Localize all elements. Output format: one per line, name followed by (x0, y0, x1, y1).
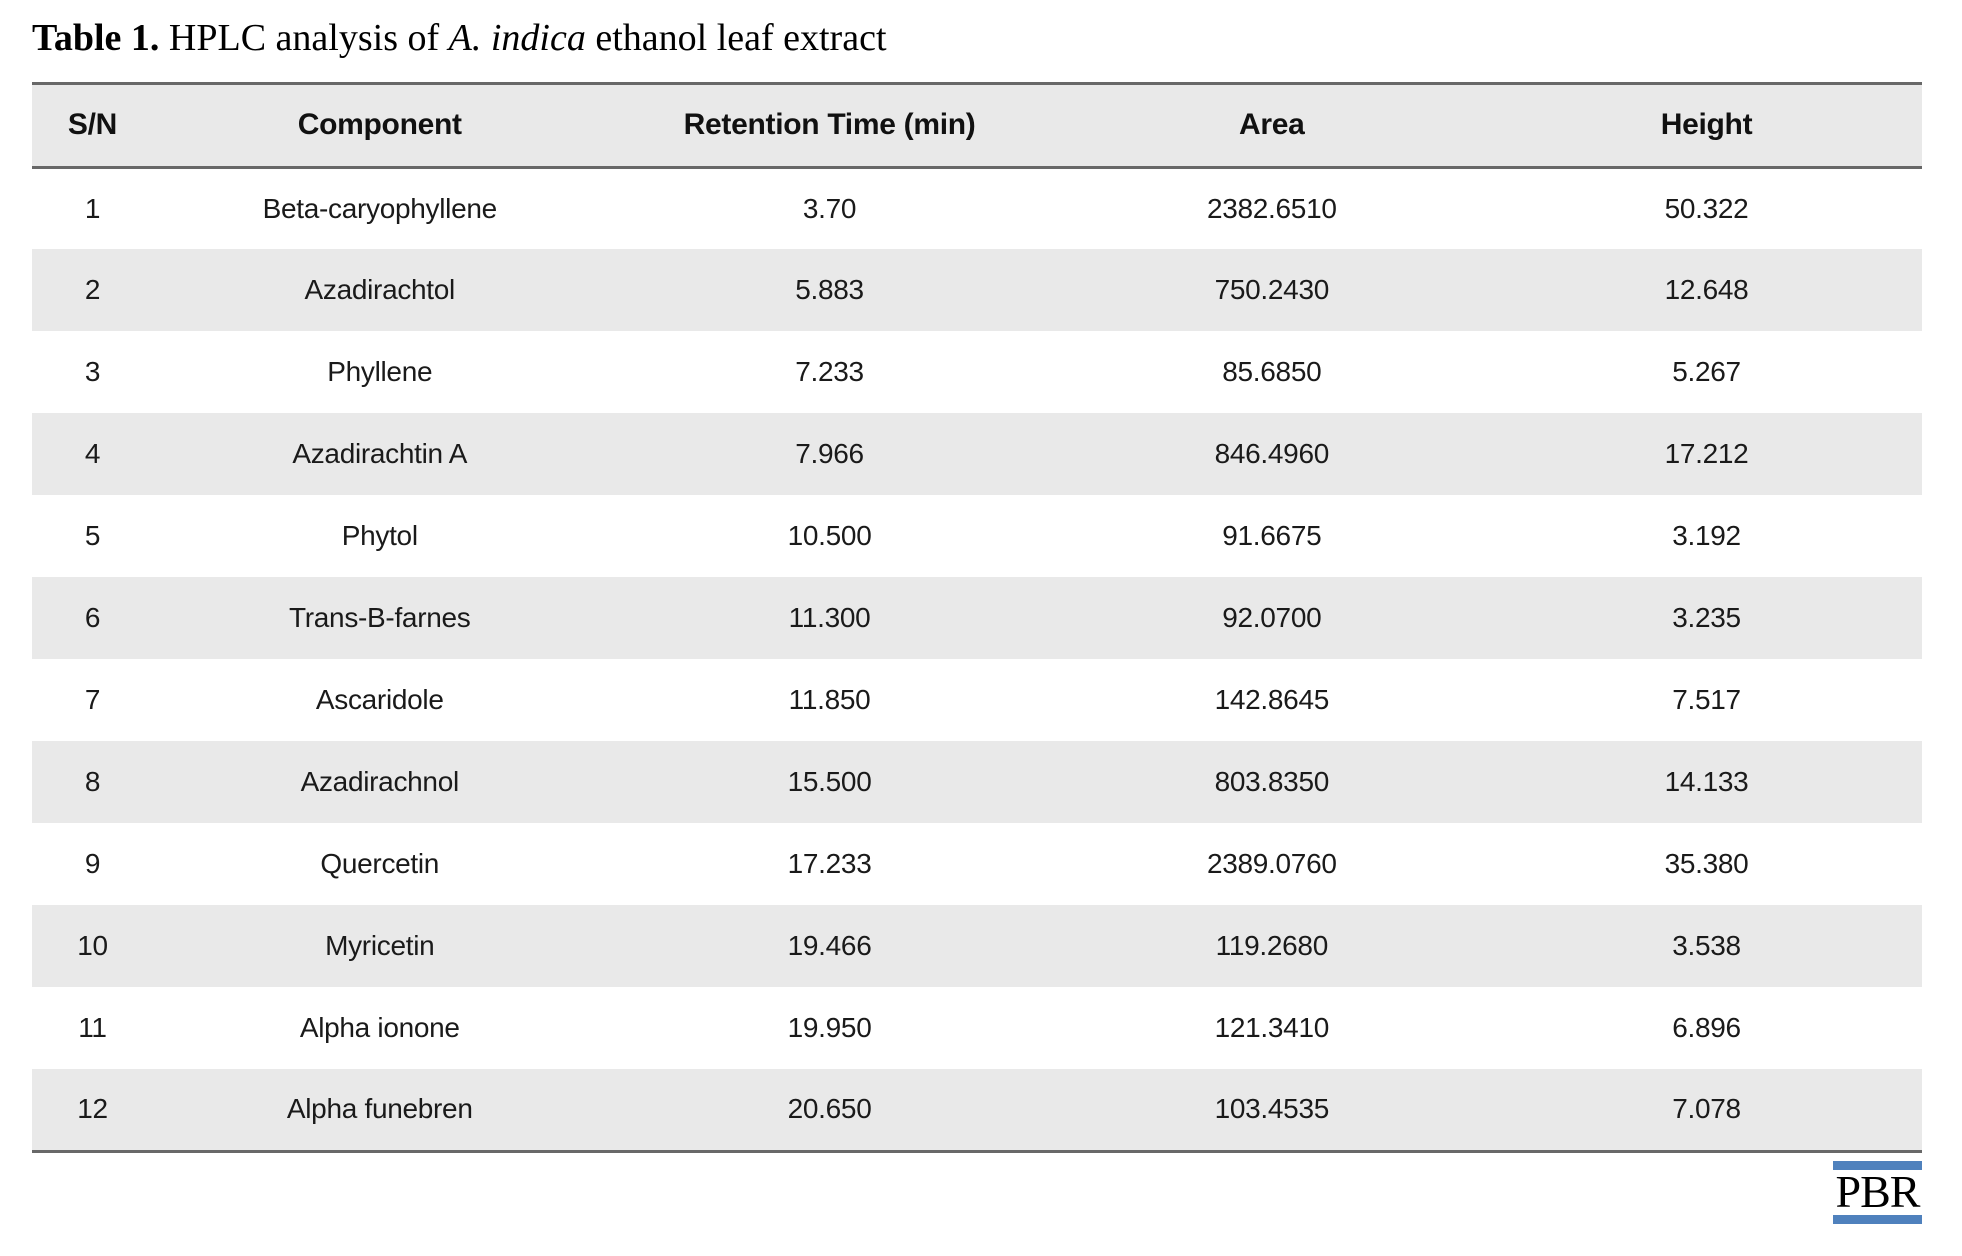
cell-area: 92.0700 (1222, 602, 1322, 634)
cell-area: 2382.6510 (1206, 192, 1337, 224)
cell-retention-time: 7.966 (795, 438, 864, 470)
pbr-logo-text: PBR (1835, 1165, 1921, 1217)
cell-retention-time: 11.850 (788, 684, 871, 716)
cell-height: 7.078 (1672, 1093, 1741, 1125)
table-header: S/N Component Retention Time (min) Area … (32, 83, 1922, 168)
cell-component: Azadirachnol (300, 766, 460, 798)
cell-sn: 7 (84, 684, 101, 716)
cell-sn: 5 (84, 520, 101, 552)
table-row: 7 Ascaridole 11.850 142.8645 7.517 (32, 659, 1922, 741)
cell-height: 50.322 (1664, 192, 1749, 224)
cell-sn: 3 (84, 356, 101, 388)
column-header-area: Area (1239, 108, 1305, 142)
table-row: 9 Quercetin 17.233 2389.0760 35.380 (32, 823, 1922, 905)
table-row: 8 Azadirachnol 15.500 803.8350 14.133 (32, 741, 1922, 824)
column-header-sn: S/N (67, 108, 118, 142)
table-row: 10 Myricetin 19.466 119.2680 3.538 (32, 905, 1922, 988)
table-caption: Table 1. HPLC analysis of A. indica etha… (32, 16, 1922, 62)
cell-area: 85.6850 (1222, 356, 1322, 388)
cell-height: 35.380 (1664, 848, 1749, 880)
cell-retention-time: 20.650 (787, 1093, 872, 1125)
cell-sn: 4 (84, 438, 101, 470)
table-row: 5 Phytol 10.500 91.6675 3.192 (32, 495, 1922, 577)
cell-height: 3.192 (1672, 520, 1741, 552)
column-header-height: Height (1660, 108, 1753, 142)
cell-retention-time: 19.466 (787, 930, 872, 962)
table-row: 2 Azadirachtol 5.883 750.2430 12.648 (32, 249, 1922, 332)
table-caption-text-before: HPLC analysis of (159, 17, 449, 59)
column-header-retention-time: Retention Time (min) (683, 108, 976, 142)
cell-component: Ascaridole (315, 684, 444, 716)
cell-component: Beta-caryophyllene (262, 192, 498, 224)
table-body: 1 Beta-caryophyllene 3.70 2382.6510 50.322 2 A… (32, 167, 1922, 1152)
cell-sn: 12 (77, 1093, 108, 1125)
cell-height: 14.133 (1664, 766, 1749, 798)
table-row: 1 Beta-caryophyllene 3.70 2382.6510 50.322 (32, 167, 1922, 249)
cell-component: Trans-B-farnes (289, 602, 471, 634)
page: Table 1. HPLC analysis of A. indica etha… (0, 16, 1962, 1224)
cell-component: Azadirachtin A (292, 438, 468, 470)
table-caption-species: A. indica (448, 17, 586, 59)
cell-height: 17.212 (1664, 438, 1749, 470)
cell-sn: 9 (84, 848, 101, 880)
cell-area: 121.3410 (1214, 1012, 1330, 1044)
cell-component: Alpha ionone (299, 1012, 460, 1044)
table-row: 11 Alpha ionone 19.950 121.3410 6.896 (32, 987, 1922, 1069)
table-row: 6 Trans-B-farnes 11.300 92.0700 3.235 (32, 577, 1922, 660)
cell-area: 103.4535 (1214, 1093, 1330, 1125)
hplc-table: S/N Component Retention Time (min) Area … (32, 81, 1922, 1153)
column-header-component: Component (297, 108, 462, 142)
table-header-row: S/N Component Retention Time (min) Area … (32, 83, 1922, 168)
cell-component: Phyllene (327, 356, 433, 388)
table-row: 12 Alpha funebren 20.650 103.4535 7.078 (32, 1069, 1922, 1152)
cell-sn: 1 (84, 192, 101, 224)
pbr-logo: PBR (1833, 1160, 1922, 1224)
cell-sn: 11 (78, 1012, 107, 1044)
table-row: 3 Phyllene 7.233 85.6850 5.267 (32, 331, 1922, 413)
cell-height: 6.896 (1672, 1012, 1741, 1044)
pbr-logo-top-bar (1833, 1160, 1922, 1170)
cell-retention-time: 7.233 (795, 356, 864, 388)
cell-height: 7.517 (1672, 684, 1741, 716)
cell-height: 5.267 (1672, 356, 1741, 388)
cell-retention-time: 5.883 (795, 274, 864, 306)
table-caption-label: Table 1. (32, 17, 160, 59)
cell-height: 12.648 (1664, 274, 1749, 306)
cell-sn: 10 (77, 930, 108, 962)
cell-component: Myricetin (325, 930, 435, 962)
cell-sn: 8 (84, 766, 101, 798)
cell-area: 750.2430 (1214, 274, 1330, 306)
cell-area: 91.6675 (1222, 520, 1322, 552)
table-caption-text-after: ethanol leaf extract (585, 17, 887, 59)
cell-area: 803.8350 (1214, 766, 1330, 798)
cell-retention-time: 19.950 (787, 1012, 872, 1044)
cell-area: 2389.0760 (1206, 848, 1337, 880)
cell-height: 3.235 (1672, 602, 1741, 634)
cell-component: Quercetin (320, 848, 440, 880)
cell-retention-time: 11.300 (788, 602, 871, 634)
cell-area: 846.4960 (1214, 438, 1330, 470)
pbr-logo-bottom-bar (1833, 1214, 1922, 1224)
cell-sn: 2 (84, 274, 101, 306)
table-row: 4 Azadirachtin A 7.966 846.4960 17.212 (32, 413, 1922, 496)
cell-sn: 6 (84, 602, 101, 634)
cell-retention-time: 3.70 (802, 192, 857, 224)
cell-component: Phytol (341, 520, 418, 552)
cell-retention-time: 17.233 (787, 848, 872, 880)
cell-retention-time: 10.500 (787, 520, 872, 552)
cell-component: Azadirachtol (304, 274, 456, 306)
cell-height: 3.538 (1672, 930, 1741, 962)
cell-area: 142.8645 (1214, 684, 1330, 716)
cell-area: 119.2680 (1215, 930, 1329, 962)
cell-retention-time: 15.500 (787, 766, 872, 798)
cell-component: Alpha funebren (286, 1093, 473, 1125)
